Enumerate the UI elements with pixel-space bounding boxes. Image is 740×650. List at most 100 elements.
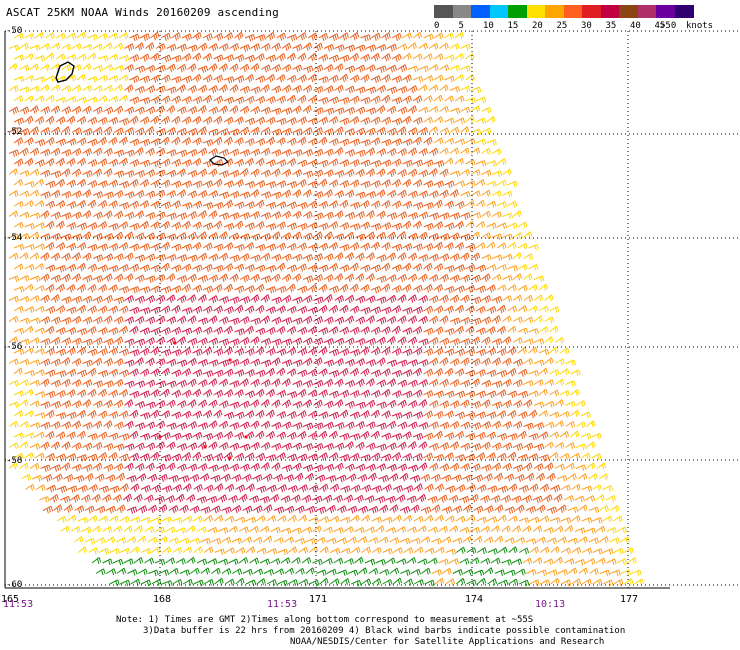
wind-barb: [250, 254, 261, 262]
wind-barb: [103, 126, 113, 135]
wind-barb: [339, 97, 350, 105]
wind-barb: [533, 463, 544, 472]
wind-barb: [494, 535, 504, 543]
wind-barb: [139, 390, 151, 399]
wind-barb: [244, 201, 255, 210]
wind-barb: [166, 86, 177, 94]
wind-barb: [431, 537, 442, 545]
wind-barb: [280, 557, 291, 565]
wind-barb: [486, 241, 496, 249]
wind-barb: [134, 254, 146, 262]
wind-barb: [313, 148, 324, 157]
wind-barb: [234, 137, 244, 146]
wind-barb: [281, 42, 292, 52]
wind-barb: [218, 84, 228, 93]
wind-barb: [105, 536, 116, 544]
wind-barb: [276, 305, 286, 314]
wind-barb: [328, 305, 339, 314]
wind-barb: [249, 495, 260, 504]
wind-barb: [8, 379, 20, 387]
wind-barb: [281, 421, 292, 430]
wind-barb: [197, 126, 207, 135]
wind-barb: [381, 179, 391, 188]
wind-barb: [533, 422, 545, 430]
wind-barb: [139, 347, 150, 356]
wind-barb: [8, 149, 20, 157]
wind-barb: [97, 243, 109, 252]
wind-barb: [365, 273, 375, 282]
wind-barb: [517, 454, 529, 462]
wind-barb: [532, 525, 543, 533]
wind-barb: [76, 454, 88, 462]
wind-barb: [160, 54, 172, 63]
legend-tick-label: 10: [483, 21, 494, 31]
wind-barb: [381, 94, 391, 104]
wind-barb: [550, 484, 561, 493]
wind-barb: [418, 315, 428, 325]
wind-barb: [313, 42, 323, 52]
wind-barb: [244, 74, 255, 83]
wind-barb: [570, 430, 580, 438]
wind-barb: [515, 536, 526, 544]
wind-barb: [549, 389, 560, 397]
wind-barb: [523, 358, 534, 365]
wind-barb: [313, 422, 324, 430]
wind-barb: [24, 370, 35, 377]
wind-barb: [481, 210, 491, 218]
wind-barb: [265, 223, 277, 231]
wind-barb: [66, 347, 76, 356]
wind-barb: [302, 127, 313, 136]
wind-barb: [454, 390, 466, 399]
wind-barb: [108, 96, 119, 103]
wind-barb: [92, 233, 104, 241]
wind-barb: [24, 74, 35, 82]
wind-barb: [61, 190, 72, 199]
wind-barb: [376, 275, 387, 284]
wind-barb: [402, 327, 413, 336]
wind-barb: [13, 367, 23, 375]
wind-barb: [84, 473, 94, 482]
wind-barb: [29, 317, 41, 325]
wind-barb: [449, 441, 460, 450]
wind-barb: [528, 305, 538, 313]
wind-barb: [197, 252, 208, 262]
wind-barb: [151, 546, 161, 554]
wind-barb: [61, 64, 72, 72]
wind-barb: [176, 336, 186, 345]
wind-barb: [82, 252, 92, 261]
wind-barb: [82, 274, 93, 283]
wind-barb: [108, 327, 119, 336]
wind-barb: [244, 34, 256, 42]
wind-barb: [208, 441, 218, 450]
wind-barb: [355, 252, 365, 261]
wind-barb: [381, 453, 392, 462]
wind-barb: [491, 295, 503, 304]
wind-barb: [449, 64, 461, 72]
wind-barb: [187, 211, 198, 220]
wind-barb: [179, 537, 190, 545]
wind-barb: [154, 526, 166, 534]
wind-barb: [87, 453, 98, 462]
wind-barb: [344, 463, 355, 472]
wind-barb: [45, 284, 55, 293]
wind-barb: [124, 211, 135, 220]
wind-barb: [8, 127, 19, 136]
wind-barb: [208, 337, 219, 346]
wind-barb: [192, 96, 203, 104]
wind-barb: [103, 233, 114, 241]
wind-barb: [229, 338, 240, 346]
wind-barb: [302, 211, 313, 220]
legend-tick-label: 25: [556, 21, 568, 31]
wind-barb: [208, 399, 218, 408]
wind-barb: [515, 504, 525, 513]
wind-barb: [445, 485, 456, 493]
wind-barb: [256, 485, 267, 493]
wind-barb: [50, 252, 61, 261]
wind-barb: [313, 85, 324, 94]
wind-barb: [334, 210, 344, 219]
wind-barb: [550, 577, 560, 585]
wind-barb: [575, 400, 586, 407]
wind-barb: [193, 546, 203, 554]
wind-barb: [549, 325, 559, 333]
wind-barb: [465, 305, 475, 314]
